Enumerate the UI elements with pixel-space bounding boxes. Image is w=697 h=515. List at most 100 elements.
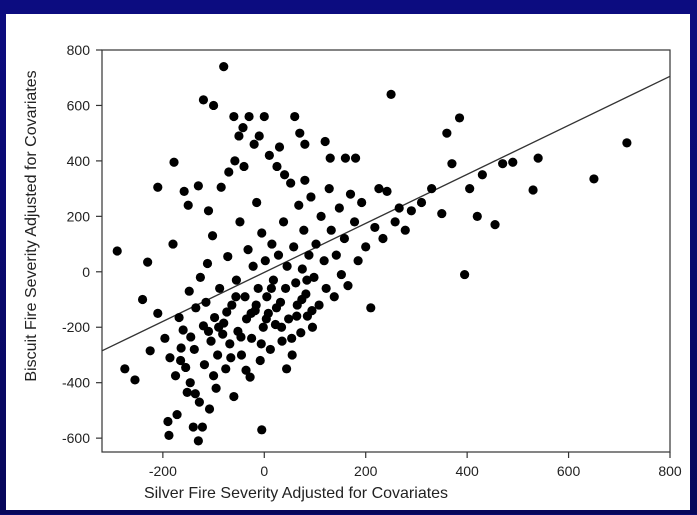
data-point <box>329 292 339 302</box>
data-point <box>277 336 287 346</box>
data-point <box>589 174 599 184</box>
data-point <box>272 161 282 172</box>
data-point <box>265 344 275 355</box>
data-point <box>130 375 140 385</box>
data-point <box>316 211 326 221</box>
data-point <box>309 272 319 282</box>
data-point <box>366 303 376 313</box>
data-point <box>238 123 248 133</box>
data-point <box>256 339 266 349</box>
data-point <box>145 346 155 356</box>
data-point <box>262 292 272 302</box>
data-point <box>284 314 294 324</box>
data-point <box>306 192 316 202</box>
data-point <box>254 131 264 141</box>
data-point <box>390 217 400 227</box>
data-point <box>324 184 334 194</box>
data-point <box>454 113 465 123</box>
y-tick-label: 800 <box>67 42 91 58</box>
data-point <box>266 283 276 294</box>
data-point <box>472 211 482 221</box>
data-point <box>276 322 287 332</box>
data-point <box>508 157 518 167</box>
data-point <box>300 139 310 149</box>
data-point <box>214 322 224 332</box>
data-point <box>353 256 363 266</box>
data-point <box>225 339 235 349</box>
data-point <box>307 306 317 316</box>
data-point <box>143 257 153 267</box>
data-point <box>202 258 213 269</box>
data-point <box>218 329 228 339</box>
data-point <box>259 111 269 122</box>
data-point <box>334 203 344 213</box>
data-point <box>229 111 239 122</box>
data-point <box>300 175 310 185</box>
data-point <box>311 239 321 249</box>
data-point <box>386 89 396 99</box>
data-point <box>195 272 205 282</box>
data-point <box>174 312 184 323</box>
data-point <box>291 278 301 288</box>
data-point <box>296 328 306 338</box>
data-point <box>374 184 384 194</box>
data-point <box>465 184 475 194</box>
data-point <box>223 251 233 262</box>
data-point <box>340 153 351 163</box>
data-point <box>292 311 302 321</box>
y-tick-label: 0 <box>82 264 90 280</box>
y-tick-label: 400 <box>67 153 91 169</box>
data-point <box>239 161 249 172</box>
data-point <box>349 217 360 227</box>
data-point <box>176 343 186 353</box>
x-tick-label: 0 <box>260 463 268 479</box>
data-point <box>230 156 240 166</box>
data-point <box>208 371 219 381</box>
data-point <box>257 228 267 238</box>
y-tick-label: 600 <box>67 97 91 113</box>
data-point <box>252 197 262 208</box>
data-point <box>194 397 204 407</box>
data-point <box>216 182 226 192</box>
data-point <box>394 203 404 213</box>
data-point <box>185 378 195 388</box>
y-tick-label: -200 <box>62 319 90 335</box>
y-axis-label: Biscuit Fire Severity Adjusted for Covar… <box>23 70 40 381</box>
data-point <box>343 281 353 291</box>
x-tick-label: 800 <box>658 463 682 479</box>
plot-frame <box>101 49 671 453</box>
data-point <box>370 222 380 233</box>
data-point <box>361 242 371 252</box>
data-point <box>221 364 231 374</box>
data-point <box>406 206 416 216</box>
data-point <box>137 294 148 305</box>
data-point <box>176 355 186 366</box>
data-point <box>164 430 174 440</box>
data-point <box>282 261 292 271</box>
data-point <box>199 360 210 370</box>
data-point <box>287 350 297 360</box>
data-point <box>168 239 178 249</box>
data-point <box>244 111 254 122</box>
data-point <box>234 131 244 141</box>
data-point <box>498 159 508 169</box>
data-point <box>297 294 307 305</box>
data-point <box>226 353 236 363</box>
data-point <box>241 365 251 375</box>
data-point <box>213 350 223 360</box>
data-point <box>319 256 329 266</box>
data-point <box>190 389 200 399</box>
data-point <box>400 225 410 235</box>
data-point <box>274 142 285 152</box>
data-point <box>302 275 312 285</box>
y-tick-label: -600 <box>62 430 90 446</box>
data-point <box>208 100 219 111</box>
data-point <box>279 170 290 180</box>
data-point <box>260 256 270 266</box>
data-point <box>227 300 237 310</box>
data-point <box>153 308 163 318</box>
data-point <box>294 200 304 210</box>
data-point <box>165 353 175 363</box>
data-point <box>295 128 305 138</box>
